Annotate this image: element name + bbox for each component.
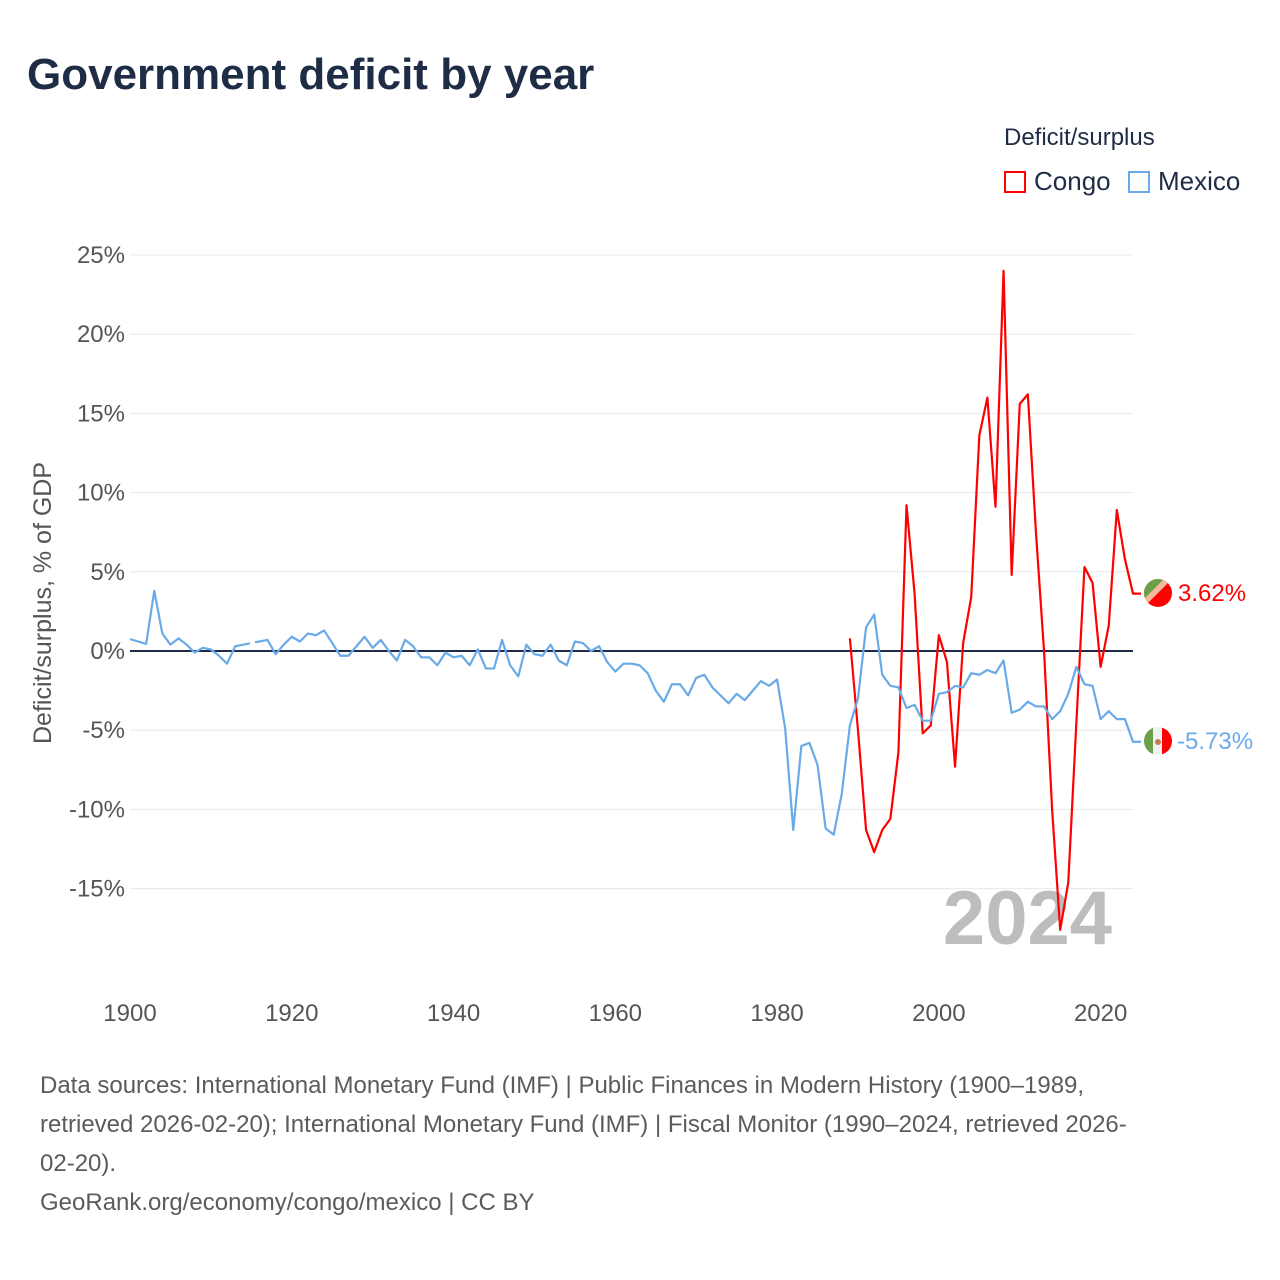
congo-end-label: 3.62%	[1178, 580, 1246, 607]
x-tick-label: 1940	[427, 1000, 480, 1027]
mexico-series-line	[129, 589, 1141, 836]
y-tick-label: 5%	[90, 559, 125, 586]
source-footer: Data sources: International Monetary Fun…	[40, 1066, 1250, 1222]
y-tick-label: 15%	[77, 400, 125, 427]
legend-label-mexico: Mexico	[1158, 166, 1241, 196]
y-tick-label: 25%	[77, 242, 125, 269]
x-axis-ticks: 1900 1920 1940 1960 1980 2000 2020	[103, 1000, 1127, 1027]
mexico-gap-line	[243, 640, 260, 646]
legend-item-mexico[interactable]: Mexico	[1128, 166, 1240, 197]
y-tick-label: -5%	[82, 717, 125, 744]
y-tick-label: 0%	[90, 638, 125, 665]
footer-line: 02-20).	[40, 1150, 117, 1177]
y-axis-ticks: 25% 20% 15% 10% 5% 0% -5% -10% -15%	[69, 242, 125, 903]
y-tick-label: 10%	[77, 480, 125, 507]
mexico-flag-icon	[1144, 727, 1172, 755]
x-tick-label: 1980	[750, 1000, 803, 1027]
footer-link[interactable]: GeoRank.org/economy/congo/mexico | CC BY	[40, 1189, 535, 1216]
gridlines	[130, 254, 1133, 890]
legend-item-congo[interactable]: Congo	[1004, 166, 1111, 197]
footer-line: retrieved 2026-02-20); International Mon…	[40, 1111, 1127, 1138]
x-tick-label: 1920	[265, 1000, 318, 1027]
y-tick-label: 20%	[77, 321, 125, 348]
congo-series-line	[848, 269, 1141, 931]
legend-title: Deficit/surplus	[1004, 124, 1155, 151]
chart-title: Government deficit by year	[27, 50, 595, 99]
congo-flag-icon	[1144, 579, 1172, 607]
y-tick-label: -15%	[69, 876, 125, 903]
series-lines	[129, 269, 1141, 931]
year-watermark: 2024	[943, 876, 1112, 961]
legend-swatch-mexico	[1128, 170, 1150, 193]
legend-label-congo: Congo	[1034, 166, 1111, 196]
footer-line: Data sources: International Monetary Fun…	[40, 1072, 1085, 1099]
legend-swatch-congo	[1004, 170, 1026, 193]
x-tick-label: 2020	[1074, 1000, 1127, 1027]
x-tick-label: 1900	[103, 1000, 156, 1027]
y-axis-label: Deficit/surplus, % of GDP	[29, 462, 57, 744]
mexico-end-label: -5.73%	[1177, 728, 1253, 755]
x-tick-label: 2000	[912, 1000, 965, 1027]
y-tick-label: -10%	[69, 796, 125, 823]
x-tick-label: 1960	[589, 1000, 642, 1027]
